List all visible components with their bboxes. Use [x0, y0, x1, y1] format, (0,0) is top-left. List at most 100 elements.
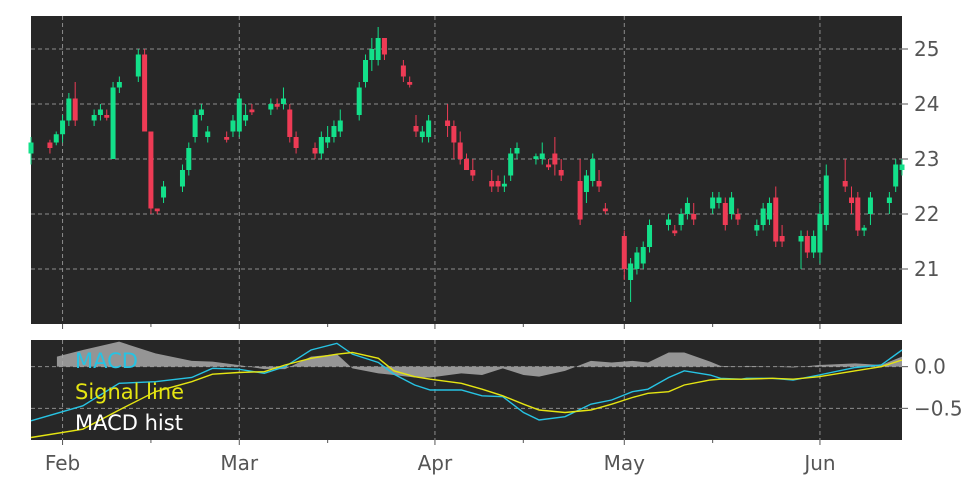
candle-4 — [66, 93, 72, 126]
candle-45 — [426, 115, 432, 143]
candle-94 — [861, 225, 867, 236]
candle-97 — [893, 159, 899, 192]
candle-body — [116, 82, 122, 88]
candle-74 — [684, 197, 690, 220]
candle-body — [735, 214, 741, 220]
candle-body — [154, 208, 160, 212]
candle-body — [104, 115, 110, 118]
candle-body — [684, 203, 690, 214]
candle-body — [369, 49, 375, 60]
candle-body — [413, 126, 419, 132]
candle-body — [249, 109, 255, 113]
candle-body — [754, 225, 760, 231]
candle-body — [647, 225, 653, 247]
candle-57 — [539, 142, 545, 165]
candle-body — [331, 126, 337, 137]
candle-body — [514, 148, 520, 154]
candle-11 — [135, 49, 141, 82]
candle-body — [501, 183, 507, 187]
macd-lines — [30, 342, 903, 439]
candle-80 — [735, 208, 741, 225]
candle-69 — [640, 241, 646, 269]
candle-65 — [602, 203, 608, 214]
candle-body — [243, 115, 249, 121]
candle-75 — [691, 203, 697, 225]
candle-47 — [451, 120, 457, 159]
candle-63 — [590, 153, 596, 187]
candle-23 — [236, 93, 242, 137]
candle-body — [53, 134, 59, 143]
candle-body — [855, 197, 861, 231]
xtick-label-apr: Apr — [418, 451, 453, 475]
candle-body — [236, 98, 242, 132]
candle-body — [312, 148, 318, 154]
candle-34 — [331, 120, 337, 143]
candle-body — [665, 219, 671, 225]
candle-35 — [337, 109, 343, 137]
candle-38 — [369, 38, 375, 71]
candle-95 — [867, 192, 873, 225]
candle-19 — [198, 104, 204, 121]
candle-40 — [381, 38, 387, 60]
macd-histogram — [56, 341, 903, 378]
candle-body — [823, 175, 829, 225]
candle-15 — [161, 181, 167, 203]
candle-body — [161, 186, 167, 198]
legend-macd-hist: MACD hist — [75, 411, 183, 435]
candle-36 — [356, 82, 362, 121]
candle-64 — [596, 170, 602, 192]
candle-51 — [489, 170, 495, 192]
candle-body — [533, 156, 539, 159]
macd-plot-area — [31, 340, 902, 440]
candle-body — [426, 120, 432, 137]
candle-body — [539, 153, 545, 159]
candle-body — [192, 115, 198, 137]
candle-6 — [91, 109, 97, 126]
candle-84 — [773, 186, 779, 247]
candle-72 — [672, 225, 678, 236]
candle-body — [899, 164, 905, 170]
candle-body — [375, 38, 381, 60]
candle-body — [224, 137, 230, 140]
candle-body — [60, 120, 66, 135]
candle-14 — [154, 208, 160, 214]
macd-hist-area — [56, 341, 903, 378]
candle-33 — [325, 126, 331, 148]
candle-44 — [419, 126, 425, 143]
candle-body — [198, 109, 204, 115]
price-ytick-label: 22 — [914, 202, 939, 226]
candle-50 — [470, 159, 476, 181]
candle-body — [495, 181, 501, 187]
candle-body — [363, 60, 369, 82]
candle-body — [407, 82, 413, 85]
candle-12 — [142, 49, 148, 132]
candle-87 — [804, 230, 810, 258]
candle-body — [91, 115, 97, 121]
candle-body — [97, 109, 103, 115]
candle-32 — [318, 131, 324, 159]
macd-panel: 0.0 −0.5 Feb Mar Apr May Jun MACD Signal line… — [30, 340, 963, 475]
candle-88 — [811, 230, 817, 258]
candle-89 — [817, 203, 823, 264]
candle-body — [842, 181, 848, 187]
price-y-ticks: 21 22 23 24 25 — [902, 37, 939, 281]
legend-macd: MACD — [75, 349, 138, 373]
xtick-label-jun: Jun — [802, 451, 835, 475]
candle-27 — [274, 98, 280, 110]
macd-x-ticks: Feb Mar Apr May Jun — [45, 440, 836, 475]
candle-body — [318, 137, 324, 154]
candle-body — [110, 87, 116, 159]
candle-92 — [849, 186, 855, 214]
candle-body — [142, 54, 148, 132]
candle-body — [508, 153, 514, 176]
candle-2 — [53, 131, 59, 146]
candle-59 — [552, 137, 558, 176]
candle-body — [148, 131, 154, 209]
candle-22 — [230, 115, 236, 137]
candle-body — [861, 227, 867, 231]
candle-9 — [110, 82, 116, 159]
candle-body — [590, 159, 596, 181]
price-x-ticks — [62, 324, 821, 329]
candle-52 — [495, 175, 501, 192]
xtick-label-feb: Feb — [45, 451, 80, 475]
